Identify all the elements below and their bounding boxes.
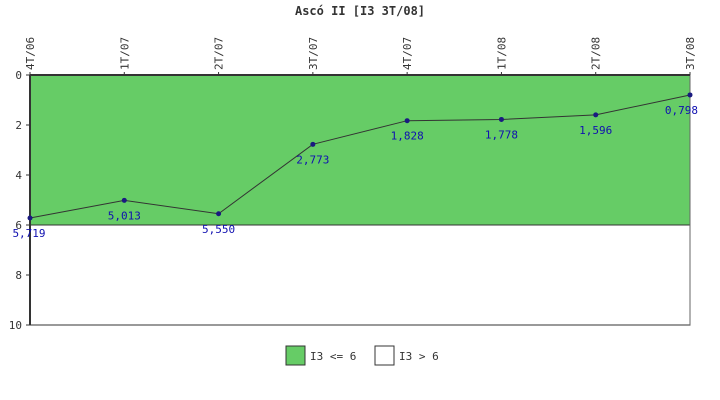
y-tick-label: 8	[15, 269, 22, 282]
x-tick-label: 1T/07	[118, 37, 131, 70]
x-tick-label: 2T/07	[213, 37, 226, 70]
data-label: 1,778	[485, 128, 518, 141]
legend-swatch	[285, 345, 306, 366]
x-tick-label: 4T/07	[401, 37, 414, 70]
x-tick-label: 2T/08	[590, 37, 603, 70]
legend-label: I3 <= 6	[310, 350, 356, 363]
series	[27, 92, 693, 221]
y-tick-label: 10	[9, 319, 22, 332]
band-1	[29, 224, 691, 326]
x-tick-label: 4T/06	[24, 37, 37, 70]
data-point	[593, 112, 599, 118]
bands	[29, 74, 691, 326]
y-tick-label: 6	[15, 219, 22, 232]
x-tick-label: 1T/08	[495, 37, 508, 70]
data-point	[27, 215, 33, 221]
y-tick-label: 2	[15, 119, 22, 132]
data-point	[687, 92, 693, 98]
data-label: 5,719	[12, 227, 45, 240]
x-tick-label: 3T/07	[307, 37, 320, 70]
legend-swatch	[374, 345, 395, 366]
data-point	[121, 197, 127, 203]
y-ticks: 0 2 4 6 8 10	[9, 69, 30, 332]
band-0	[29, 74, 691, 226]
x-ticks: 4T/06 1T/07 2T/07 3T/07 4T/07 1T/08 2T/08 3T/08	[24, 37, 697, 75]
y-tick-label: 0	[15, 69, 22, 82]
x-tick-label: 3T/08	[684, 37, 697, 70]
axes	[29, 74, 691, 325]
data-label: 1,828	[391, 130, 424, 143]
data-label: 5,013	[108, 209, 141, 222]
data-point	[310, 141, 316, 147]
data-labels: 5,719 5,013 5,550 2,773 1,828 1,778 1,596 0,798	[12, 104, 698, 240]
data-point	[404, 118, 410, 124]
data-label: 0,798	[665, 104, 698, 117]
data-label: 5,550	[202, 223, 235, 236]
data-label: 1,596	[579, 124, 612, 137]
chart-title: Ascó II [I3 3T/08]	[295, 4, 425, 18]
legend: I3 <= 6 I3 > 6	[285, 345, 439, 366]
data-point	[498, 116, 504, 122]
y-tick-label: 4	[15, 169, 22, 182]
series-line	[29, 94, 691, 219]
data-point	[216, 211, 222, 217]
data-label: 2,773	[296, 153, 329, 166]
legend-label: I3 > 6	[399, 350, 439, 363]
